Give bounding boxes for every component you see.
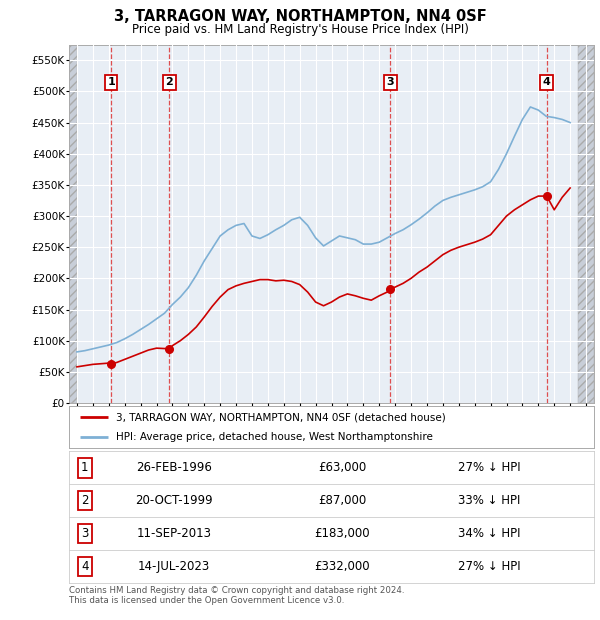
Text: 1: 1: [81, 461, 89, 474]
Text: 2: 2: [166, 78, 173, 87]
Text: Contains HM Land Registry data © Crown copyright and database right 2024.
This d: Contains HM Land Registry data © Crown c…: [69, 586, 404, 605]
Bar: [69, 45, 77, 403]
Text: 4: 4: [543, 78, 551, 87]
Text: 2: 2: [81, 494, 89, 507]
Text: £183,000: £183,000: [314, 527, 370, 540]
Text: 4: 4: [81, 560, 89, 573]
Text: 34% ↓ HPI: 34% ↓ HPI: [458, 527, 520, 540]
Text: £87,000: £87,000: [318, 494, 366, 507]
Text: 27% ↓ HPI: 27% ↓ HPI: [458, 461, 520, 474]
Text: 3: 3: [81, 527, 88, 540]
Text: 3, TARRAGON WAY, NORTHAMPTON, NN4 0SF (detached house): 3, TARRAGON WAY, NORTHAMPTON, NN4 0SF (d…: [116, 412, 446, 422]
Text: 20-OCT-1999: 20-OCT-1999: [135, 494, 213, 507]
Text: £332,000: £332,000: [314, 560, 370, 573]
Text: 33% ↓ HPI: 33% ↓ HPI: [458, 494, 520, 507]
Text: HPI: Average price, detached house, West Northamptonshire: HPI: Average price, detached house, West…: [116, 432, 433, 442]
Text: 14-JUL-2023: 14-JUL-2023: [138, 560, 210, 573]
Text: 11-SEP-2013: 11-SEP-2013: [137, 527, 212, 540]
Bar: [578, 45, 594, 403]
Text: 3, TARRAGON WAY, NORTHAMPTON, NN4 0SF: 3, TARRAGON WAY, NORTHAMPTON, NN4 0SF: [113, 9, 487, 24]
Text: 3: 3: [386, 78, 394, 87]
Text: 1: 1: [107, 78, 115, 87]
Text: £63,000: £63,000: [318, 461, 366, 474]
Text: Price paid vs. HM Land Registry's House Price Index (HPI): Price paid vs. HM Land Registry's House …: [131, 23, 469, 36]
Text: 26-FEB-1996: 26-FEB-1996: [136, 461, 212, 474]
Text: 27% ↓ HPI: 27% ↓ HPI: [458, 560, 520, 573]
